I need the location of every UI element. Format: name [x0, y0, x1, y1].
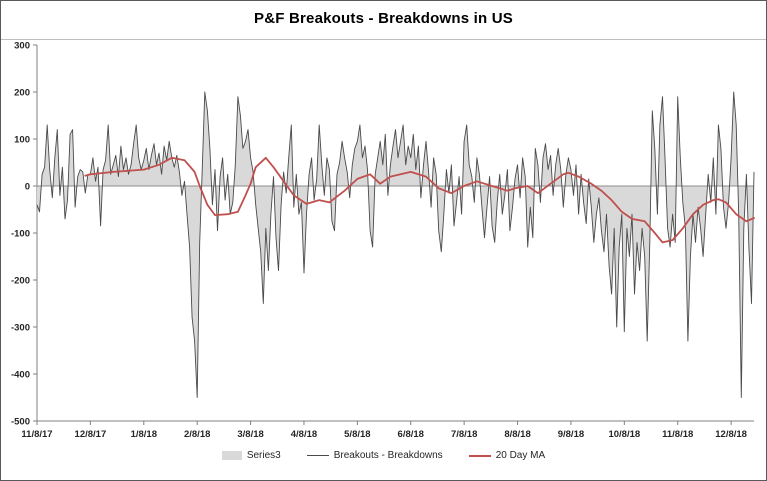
- svg-text:100: 100: [14, 135, 30, 146]
- svg-text:9/8/18: 9/8/18: [558, 429, 584, 440]
- legend-item-20-day-ma: 20 Day MA: [468, 450, 546, 461]
- svg-text:0: 0: [25, 182, 30, 193]
- title-divider: [1, 39, 766, 40]
- legend-item-series3: Series3: [221, 450, 281, 461]
- ma-line-swatch-icon: [468, 454, 491, 457]
- svg-text:7/8/18: 7/8/18: [451, 429, 477, 440]
- svg-text:6/8/18: 6/8/18: [398, 429, 424, 440]
- area-swatch-icon: [221, 451, 242, 460]
- svg-text:11/8/18: 11/8/18: [662, 429, 693, 440]
- svg-text:1/8/18: 1/8/18: [131, 429, 157, 440]
- svg-text:11/8/17: 11/8/17: [21, 429, 52, 440]
- svg-text:8/8/18: 8/8/18: [504, 429, 530, 440]
- legend-label-20-day-ma: 20 Day MA: [495, 450, 546, 461]
- svg-text:-300: -300: [11, 323, 30, 334]
- svg-text:-100: -100: [11, 229, 30, 240]
- svg-text:12/8/17: 12/8/17: [75, 429, 107, 440]
- legend-label-breakouts-breakdowns: Breakouts - Breakdowns: [333, 450, 443, 461]
- svg-text:10/8/18: 10/8/18: [608, 429, 640, 440]
- svg-text:4/8/18: 4/8/18: [291, 429, 317, 440]
- chart-legend: Series3 Breakouts - Breakdowns 20 Day MA: [1, 450, 766, 461]
- svg-text:2/8/18: 2/8/18: [184, 429, 210, 440]
- svg-text:3/8/18: 3/8/18: [237, 429, 263, 440]
- svg-text:-200: -200: [11, 276, 30, 287]
- legend-label-series3: Series3: [246, 450, 281, 461]
- svg-text:12/8/18: 12/8/18: [715, 429, 747, 440]
- line-swatch-icon: [306, 455, 329, 456]
- svg-text:-400: -400: [11, 370, 30, 381]
- svg-text:-500: -500: [11, 417, 30, 428]
- svg-text:5/8/18: 5/8/18: [344, 429, 370, 440]
- svg-text:200: 200: [14, 88, 30, 99]
- legend-item-breakouts-breakdowns: Breakouts - Breakdowns: [306, 450, 443, 461]
- svg-text:300: 300: [14, 41, 30, 52]
- chart-title: P&F Breakouts - Breakdowns in US: [254, 10, 513, 27]
